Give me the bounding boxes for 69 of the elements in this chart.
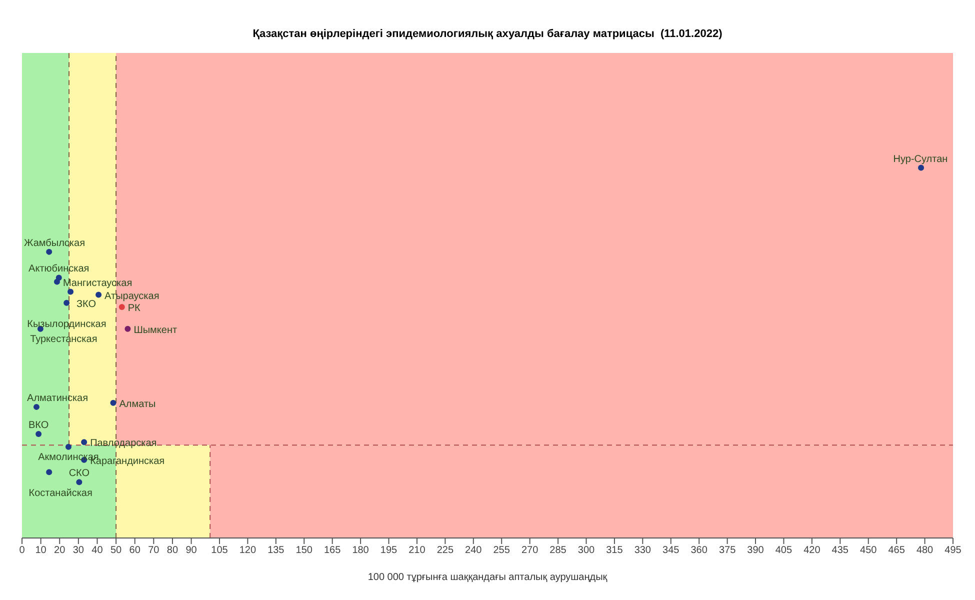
- point: [76, 479, 82, 486]
- x-tick-label: 20: [54, 545, 66, 556]
- point: [110, 400, 116, 406]
- x-tick-label: 60: [129, 545, 141, 556]
- x-tick-label: 195: [380, 545, 398, 556]
- x-tick-label: 165: [324, 545, 342, 556]
- point: [33, 404, 40, 410]
- x-tick-label: 405: [775, 545, 793, 556]
- x-tick-label: 210: [408, 545, 426, 556]
- x-tick-label: 120: [239, 545, 256, 556]
- x-tick-label: 480: [916, 545, 934, 556]
- x-axis-title: 100 000 тұрғынға шаққандағы апталық аурушаңдық: [368, 572, 608, 583]
- annotation: РК: [128, 302, 141, 314]
- x-tick-label: 135: [268, 545, 285, 556]
- point: [36, 430, 42, 437]
- point: [124, 326, 131, 332]
- x-tick-label: 80: [166, 545, 178, 556]
- annotation: Кызылординская: [27, 318, 106, 330]
- point: [64, 300, 70, 306]
- point: [96, 292, 102, 298]
- x-tick-label: 360: [690, 545, 708, 556]
- x-tick-label: 285: [550, 545, 567, 556]
- point: [65, 444, 72, 450]
- annotation: Нур-Султан: [893, 154, 948, 165]
- x-tick-label: 40: [92, 545, 104, 556]
- x-tick-label: 390: [747, 545, 764, 556]
- x-tick-label: 300: [578, 545, 596, 556]
- annotation: ВКО: [28, 420, 49, 431]
- annotation: Павлодарская: [90, 438, 157, 450]
- annotation: Туркестанская: [30, 334, 98, 345]
- annotation: Алматинская: [27, 392, 88, 404]
- x-tick-label: 495: [944, 545, 962, 556]
- x-tick-label: 10: [35, 545, 47, 556]
- annotation: СКО: [68, 468, 90, 480]
- point: [118, 304, 125, 310]
- x-tick-label: 105: [211, 545, 228, 556]
- x-tick-label: 90: [186, 545, 198, 556]
- point: [81, 439, 88, 446]
- x-tick-label: 0: [19, 545, 26, 556]
- x-tick-label: 345: [662, 545, 680, 556]
- annotation: Шымкент: [134, 324, 178, 336]
- x-tick-label: 435: [832, 545, 849, 556]
- x-tick-label: 330: [634, 545, 652, 556]
- x-tick-label: 315: [606, 545, 624, 556]
- x-tick-label: 50: [110, 545, 122, 556]
- x-tick-label: 420: [804, 545, 821, 556]
- x-tick-label: 240: [465, 545, 482, 556]
- annotation: ЗКО: [76, 298, 96, 310]
- annotation: Алматы: [119, 398, 156, 410]
- x-tick-label: 225: [436, 545, 454, 556]
- x-tick-label: 465: [888, 545, 906, 556]
- chart-title: Қазақстан өңірлеріндегі эпидемиологиялық ахуалды бағалау матрицасы (11.01.2022): [252, 28, 724, 40]
- x-tick-label: 150: [296, 545, 313, 556]
- annotation: Жамбылская: [24, 238, 85, 249]
- annotation: Актюбинская: [28, 264, 90, 275]
- x-tick-label: 375: [718, 545, 736, 556]
- x-tick-label: 30: [72, 545, 84, 556]
- point: [918, 164, 924, 171]
- x-tick-label: 255: [493, 545, 510, 556]
- x-tick-label: 180: [352, 545, 370, 556]
- annotation: Атырауская: [104, 290, 160, 302]
- x-tick-label: 70: [148, 545, 160, 556]
- point: [68, 288, 74, 295]
- x-tick-label: 450: [860, 545, 878, 556]
- annotation: Костанайская: [28, 488, 92, 500]
- point: [54, 278, 60, 285]
- point: [46, 469, 52, 476]
- point: [46, 248, 52, 255]
- x-tick-label: 270: [521, 545, 539, 556]
